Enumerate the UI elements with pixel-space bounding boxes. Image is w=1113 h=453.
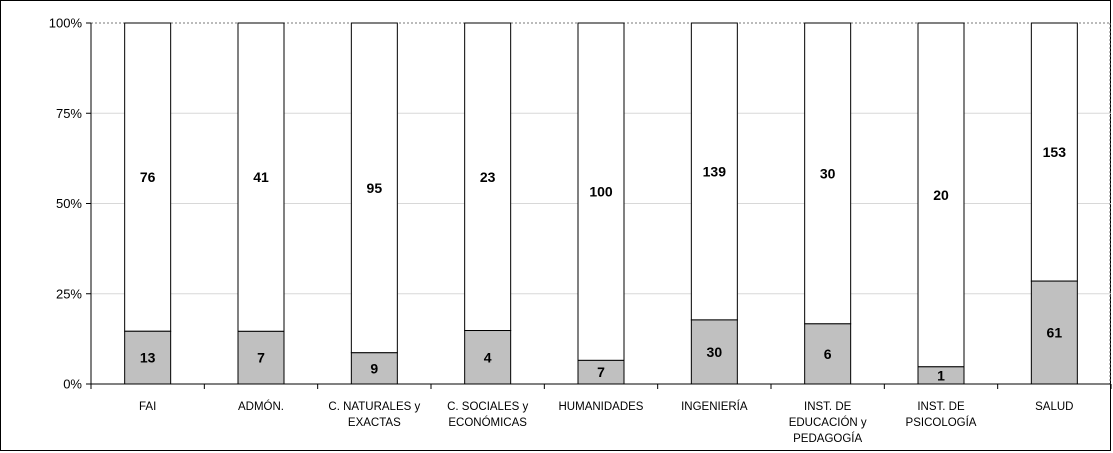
data-label-lower: 4 bbox=[484, 349, 492, 365]
data-label-lower: 61 bbox=[1047, 325, 1063, 341]
bar-segment-upper bbox=[917, 22, 965, 368]
category-label: INST. DE bbox=[804, 401, 852, 413]
bar-segment-lower bbox=[237, 330, 285, 385]
y-tick-label: 25% bbox=[56, 286, 82, 301]
data-label-lower: 6 bbox=[824, 346, 832, 362]
category-label: INST. DE bbox=[917, 401, 965, 413]
bar-segment-upper bbox=[1030, 22, 1078, 282]
bar-segment-upper bbox=[577, 22, 625, 361]
bar-segment-lower bbox=[1030, 280, 1078, 385]
category-label: SALUD bbox=[1035, 401, 1073, 413]
category-label: PSICOLOGÍA bbox=[906, 416, 977, 429]
category-label: C. SOCIALES y bbox=[447, 401, 528, 413]
bar-segment-upper bbox=[124, 22, 172, 332]
category-label: HUMANIDADES bbox=[559, 401, 644, 413]
data-label-lower: 7 bbox=[257, 350, 265, 366]
bar-segment-lower bbox=[350, 352, 398, 385]
category-label: ADMÓN. bbox=[238, 400, 284, 413]
category-label: PEDAGOGÍA bbox=[793, 432, 862, 445]
y-tick-label: 75% bbox=[56, 106, 82, 121]
bar-segment-upper bbox=[237, 22, 285, 332]
category-label: ECONÓMICAS bbox=[448, 416, 527, 429]
data-label-lower: 30 bbox=[707, 344, 723, 360]
data-label-upper: 76 bbox=[140, 169, 156, 185]
data-label-upper: 20 bbox=[933, 187, 949, 203]
data-label-upper: 30 bbox=[820, 165, 836, 181]
data-label-upper: 23 bbox=[480, 169, 496, 185]
category-label: C. NATURALES y bbox=[328, 401, 420, 413]
y-tick-label: 100% bbox=[49, 16, 83, 31]
bar-segment-upper bbox=[350, 22, 398, 354]
data-label-lower: 13 bbox=[140, 350, 156, 366]
data-label-upper: 95 bbox=[367, 180, 383, 196]
category-label: FAI bbox=[139, 401, 156, 413]
category-label: EDUCACIÓN y bbox=[789, 416, 867, 429]
category-label: INGENIERÍA bbox=[681, 400, 748, 413]
data-label-lower: 9 bbox=[370, 360, 378, 376]
bar-segment-lower bbox=[124, 330, 172, 385]
y-tick-label: 50% bbox=[56, 196, 82, 211]
bar-segment-upper bbox=[804, 22, 852, 325]
data-label-upper: 100 bbox=[589, 184, 613, 200]
y-tick-label: 0% bbox=[63, 377, 82, 392]
bar-segment-upper bbox=[464, 22, 512, 332]
data-label-upper: 153 bbox=[1043, 144, 1067, 160]
category-label: EXACTAS bbox=[348, 417, 401, 429]
bar-segment-lower bbox=[690, 319, 738, 385]
data-label-upper: 139 bbox=[703, 163, 727, 179]
data-label-lower: 7 bbox=[597, 364, 605, 380]
data-label-lower: 1 bbox=[937, 367, 945, 383]
bar-segment-upper bbox=[690, 22, 738, 321]
bar-segment-lower bbox=[804, 323, 852, 385]
data-label-upper: 41 bbox=[253, 169, 269, 185]
